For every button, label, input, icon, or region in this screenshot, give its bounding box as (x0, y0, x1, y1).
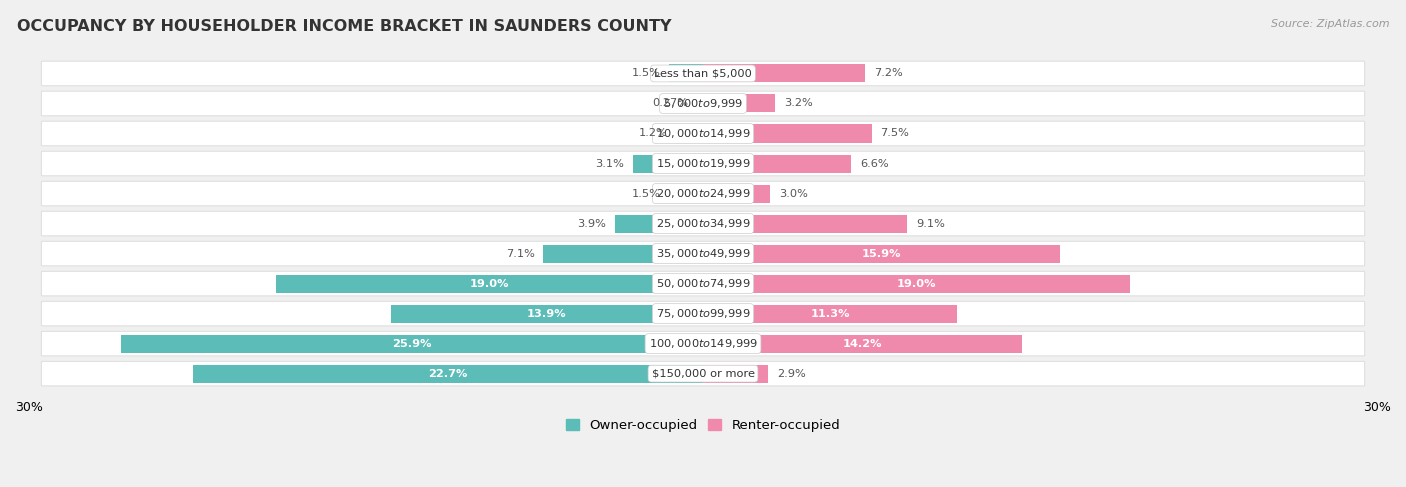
FancyBboxPatch shape (41, 271, 1365, 296)
Text: $10,000 to $14,999: $10,000 to $14,999 (655, 127, 751, 140)
Text: 3.2%: 3.2% (785, 98, 813, 109)
Text: 25.9%: 25.9% (392, 338, 432, 349)
Bar (703, 125, 872, 143)
Text: $150,000 or more: $150,000 or more (651, 369, 755, 378)
Bar (703, 275, 1130, 293)
Text: 22.7%: 22.7% (429, 369, 468, 378)
Text: $75,000 to $99,999: $75,000 to $99,999 (655, 307, 751, 320)
Bar (544, 244, 703, 262)
Bar (703, 365, 768, 383)
Bar (703, 185, 770, 203)
FancyBboxPatch shape (41, 91, 1365, 116)
Bar (703, 154, 851, 172)
Text: $5,000 to $9,999: $5,000 to $9,999 (664, 97, 742, 110)
Bar (703, 304, 957, 322)
Bar (703, 215, 907, 233)
Text: 9.1%: 9.1% (917, 219, 945, 228)
Bar (669, 185, 703, 203)
Bar (633, 154, 703, 172)
Text: $25,000 to $34,999: $25,000 to $34,999 (655, 217, 751, 230)
Text: 7.1%: 7.1% (506, 248, 534, 259)
Bar (193, 365, 703, 383)
Text: 7.5%: 7.5% (880, 129, 910, 138)
Text: 19.0%: 19.0% (470, 279, 509, 289)
Text: 3.0%: 3.0% (779, 188, 808, 199)
Bar (276, 275, 703, 293)
FancyBboxPatch shape (41, 151, 1365, 176)
Text: $50,000 to $74,999: $50,000 to $74,999 (655, 277, 751, 290)
Text: 14.2%: 14.2% (842, 338, 883, 349)
Text: 6.6%: 6.6% (860, 158, 889, 169)
Text: $100,000 to $149,999: $100,000 to $149,999 (648, 337, 758, 350)
Bar (703, 244, 1060, 262)
Text: 1.5%: 1.5% (631, 69, 661, 78)
FancyBboxPatch shape (41, 301, 1365, 326)
Bar (676, 125, 703, 143)
Text: 13.9%: 13.9% (527, 309, 567, 318)
FancyBboxPatch shape (41, 61, 1365, 86)
Bar (616, 215, 703, 233)
Text: 1.2%: 1.2% (638, 129, 666, 138)
Legend: Owner-occupied, Renter-occupied: Owner-occupied, Renter-occupied (560, 414, 846, 437)
Text: $35,000 to $49,999: $35,000 to $49,999 (655, 247, 751, 260)
Bar (669, 64, 703, 82)
Text: 15.9%: 15.9% (862, 248, 901, 259)
Text: Less than $5,000: Less than $5,000 (654, 69, 752, 78)
Text: 11.3%: 11.3% (810, 309, 849, 318)
Bar (121, 335, 703, 353)
FancyBboxPatch shape (41, 361, 1365, 386)
FancyBboxPatch shape (41, 241, 1365, 266)
FancyBboxPatch shape (41, 331, 1365, 356)
Text: Source: ZipAtlas.com: Source: ZipAtlas.com (1271, 19, 1389, 30)
Bar (703, 335, 1022, 353)
Text: 2.9%: 2.9% (778, 369, 806, 378)
Bar (391, 304, 703, 322)
FancyBboxPatch shape (41, 181, 1365, 206)
Bar (703, 64, 865, 82)
Text: $15,000 to $19,999: $15,000 to $19,999 (655, 157, 751, 170)
Bar (703, 94, 775, 112)
Bar (697, 94, 703, 112)
FancyBboxPatch shape (41, 121, 1365, 146)
Text: 3.9%: 3.9% (578, 219, 606, 228)
FancyBboxPatch shape (41, 211, 1365, 236)
Text: $20,000 to $24,999: $20,000 to $24,999 (655, 187, 751, 200)
Text: 3.1%: 3.1% (596, 158, 624, 169)
Text: 19.0%: 19.0% (897, 279, 936, 289)
Text: OCCUPANCY BY HOUSEHOLDER INCOME BRACKET IN SAUNDERS COUNTY: OCCUPANCY BY HOUSEHOLDER INCOME BRACKET … (17, 19, 672, 35)
Text: 7.2%: 7.2% (873, 69, 903, 78)
Text: 0.27%: 0.27% (652, 98, 688, 109)
Text: 1.5%: 1.5% (631, 188, 661, 199)
